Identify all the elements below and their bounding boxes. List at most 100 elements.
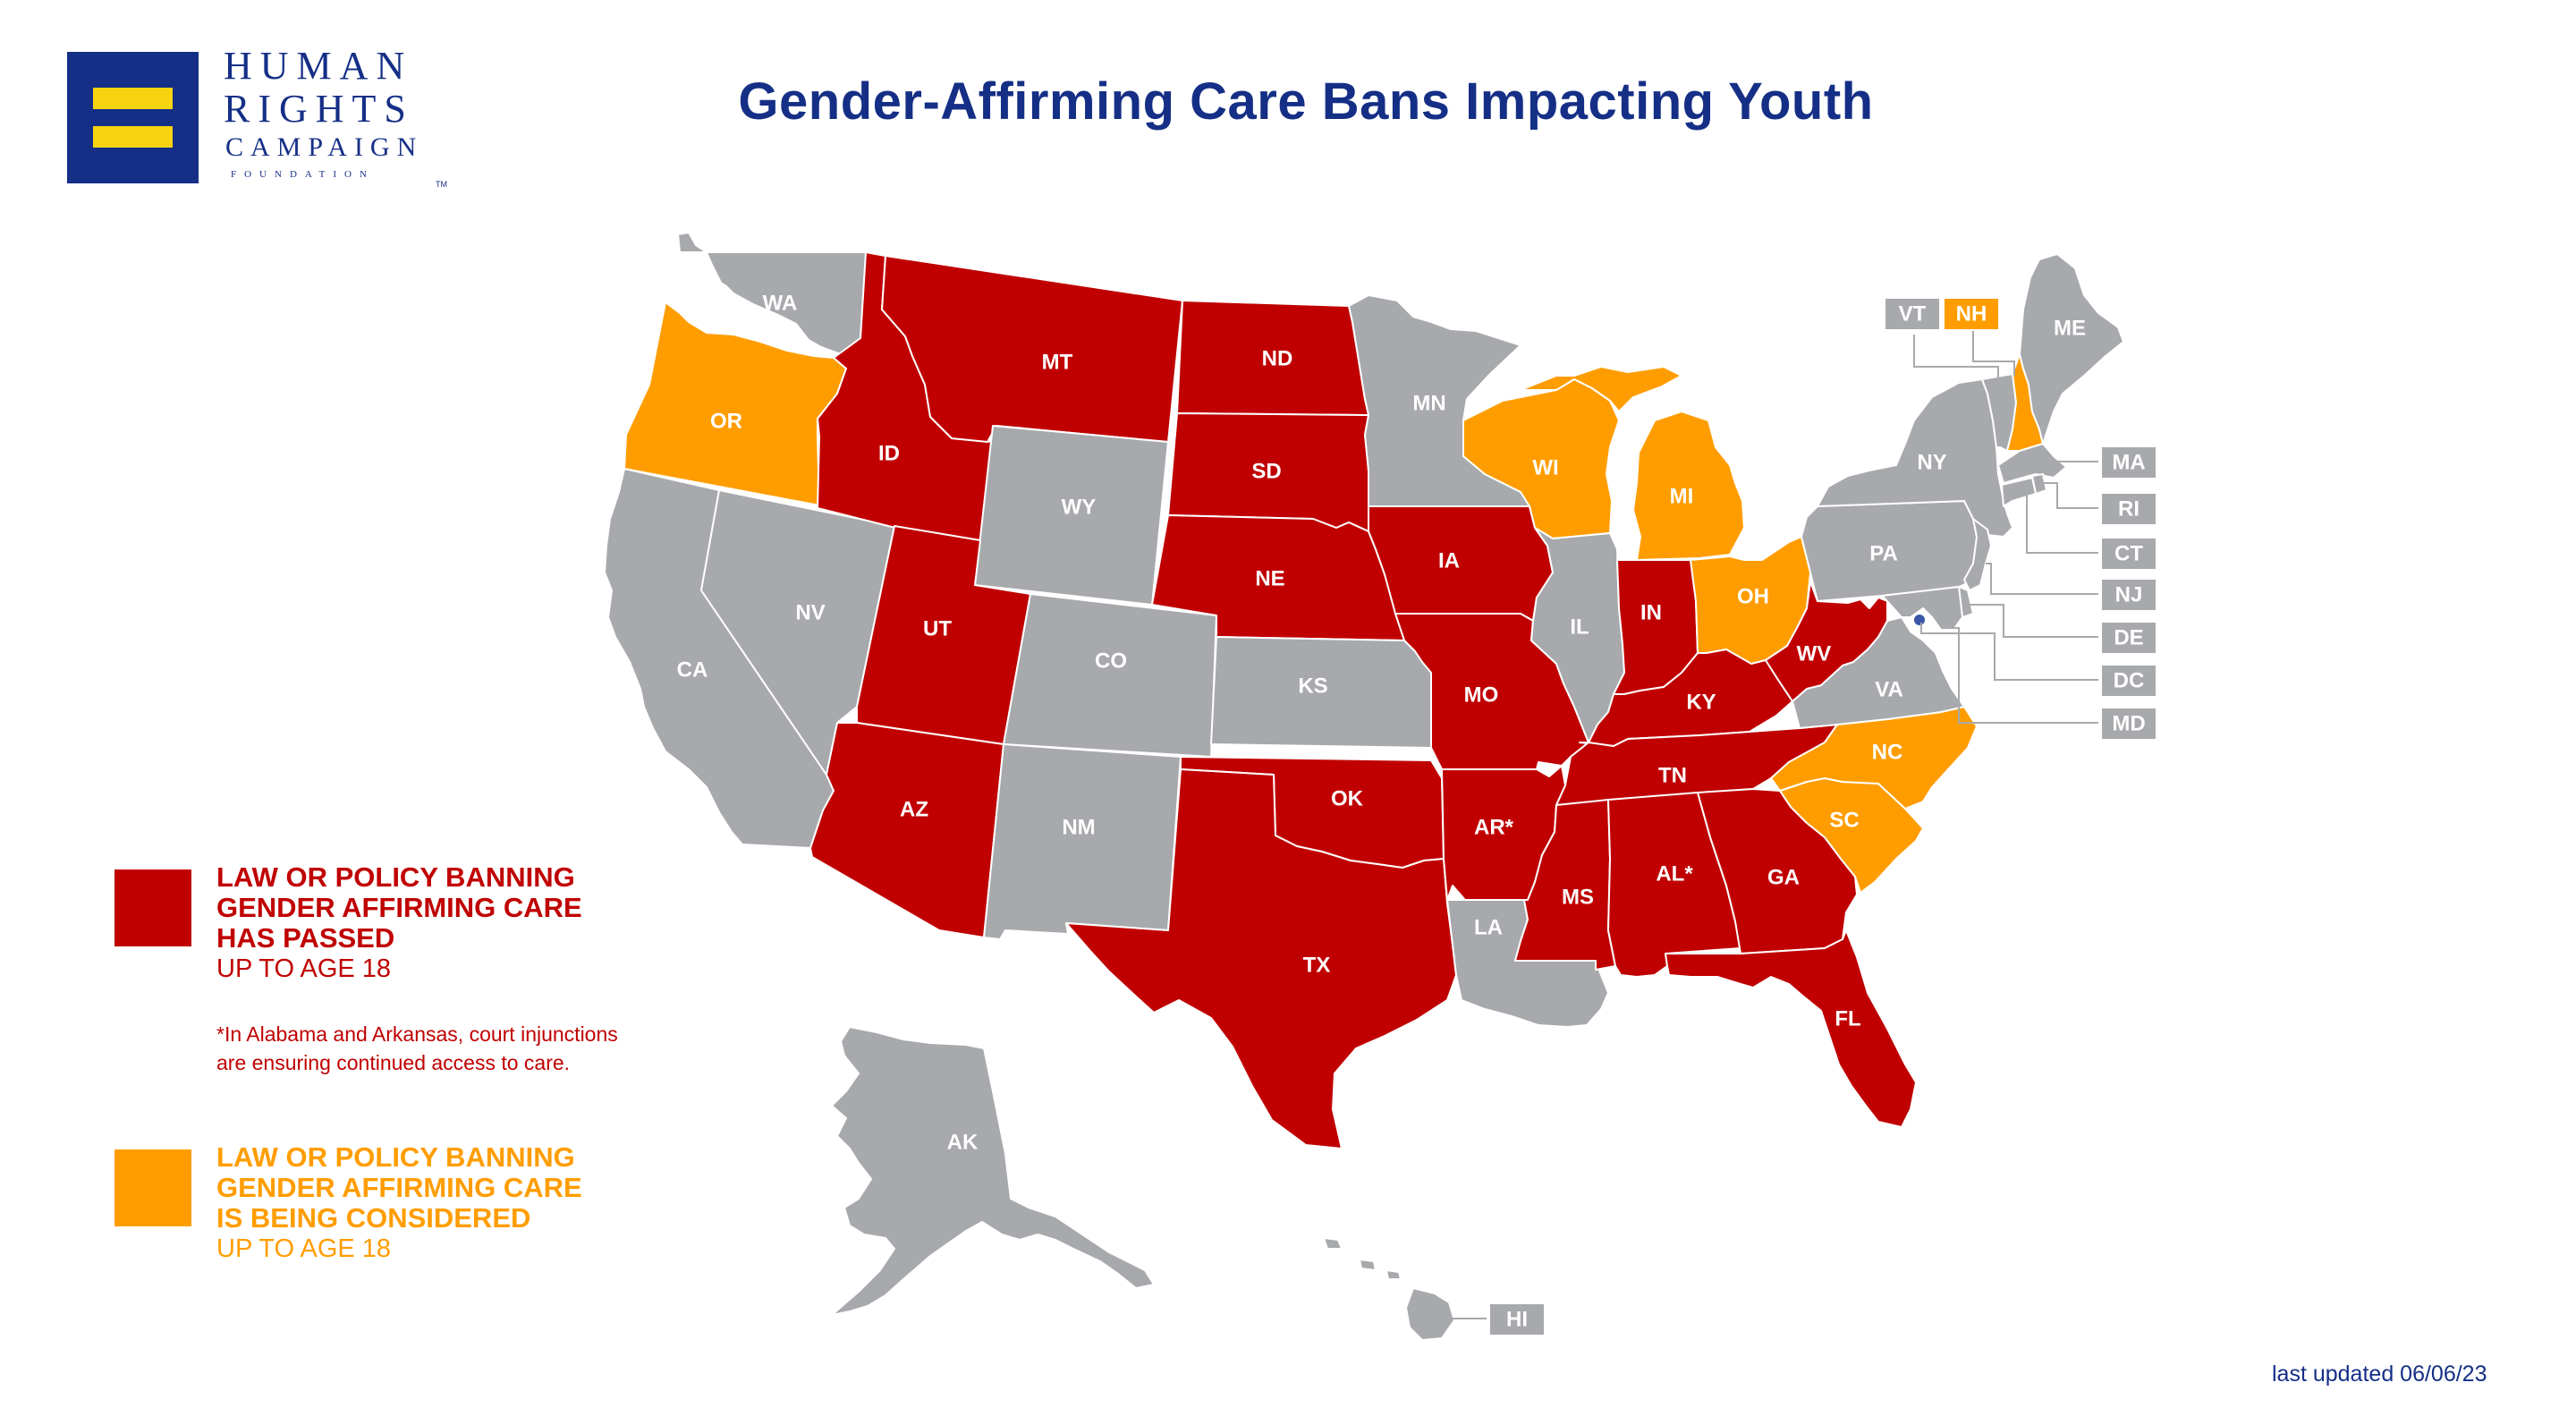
state-label-ks: KS [1298,674,1327,698]
state-label-ia: IA [1438,548,1460,573]
state-mt[interactable] [881,255,1183,443]
hrc-logo-mark [67,52,199,183]
state-fl[interactable] [1665,929,1917,1128]
logo-word-rights: RIGHTS [224,87,414,131]
state-label-ok: OK [1331,786,1364,810]
state-label-wv: WV [1797,641,1832,666]
state-label-ak: AK [947,1130,979,1154]
callout-leader-lines [1453,331,2098,1319]
state-label-al: AL* [1656,861,1693,886]
logo-trademark: TM [436,180,447,189]
callout-tag-label: CT [2114,541,2143,565]
state-label-me: ME [2054,316,2086,340]
callout-tag-md[interactable]: MD [2102,708,2156,739]
state-label-la: LA [1474,915,1503,939]
dc-marker [1914,615,1925,625]
state-label-oh: OH [1737,584,1769,608]
state-label-il: IL [1570,615,1589,639]
callout-tag-ri[interactable]: RI [2102,494,2156,524]
callout-tag-nj[interactable]: NJ [2102,580,2156,610]
state-ia[interactable] [1368,505,1554,622]
state-ma[interactable] [1997,443,2067,484]
state-label-ga: GA [1767,865,1800,889]
callout-tag-ct[interactable]: CT [2102,539,2156,569]
logo-word-campaign: CAMPAIGN [225,132,424,162]
state-label-ne: NE [1255,566,1284,590]
state-co[interactable] [1003,593,1217,758]
state-label-ut: UT [923,616,952,640]
callout-tag-label: NH [1956,301,1987,326]
state-label-sc: SC [1829,808,1859,832]
state-label-wy: WY [1062,495,1097,519]
legend-heading-line: GENDER AFFIRMING CARE [216,1172,582,1203]
state-ct[interactable] [2001,477,2037,507]
callout-tag-box [2102,494,2156,524]
state-label-nc: NC [1872,740,1903,764]
state-label-fl: FL [1835,1006,1860,1031]
legend-heading-line: GENDER AFFIRMING CARE [216,892,582,923]
state-label-mn: MN [1412,391,1445,415]
state-label-sd: SD [1251,459,1281,483]
callout-tag-label: MA [2112,450,2145,474]
legend-heading-line: LAW OR POLICY BANNING [216,1141,575,1173]
state-label-nm: NM [1062,815,1095,839]
state-tx[interactable] [1065,768,1457,1149]
legend-heading-line: LAW OR POLICY BANNING [216,861,575,893]
state-label-az: AZ [900,797,928,821]
legend-subtext: UP TO AGE 18 [216,1234,392,1263]
state-label-pa: PA [1869,541,1898,565]
callout-tag-label: NJ [2115,582,2143,606]
callout-tag-box [1490,1304,1544,1335]
state-label-or: OR [710,409,742,433]
state-hi[interactable] [1323,1237,1455,1341]
callout-tag-box [2102,447,2156,478]
state-md[interactable] [1881,586,1963,631]
legend-heading-line: IS BEING CONSIDERED [216,1202,531,1234]
state-label-co: CO [1095,649,1127,673]
callout-tag-ma[interactable]: MA [2102,447,2156,478]
callout-tag-box [2102,539,2156,569]
logo-equal-bar-top [93,88,173,109]
state-label-wa: WA [763,291,798,315]
footnote-line: *In Alabama and Arkansas, court injuncti… [216,1022,618,1046]
legend-subtext: UP TO AGE 18 [216,954,392,983]
callout-tag-label: MD [2112,711,2145,735]
logo-equal-bar-bottom [93,126,173,148]
state-label-wi: WI [1532,455,1558,479]
state-label-mi: MI [1670,484,1694,508]
callout-tag-hi[interactable]: HI [1490,1304,1544,1335]
state-label-id: ID [878,441,900,465]
state-me[interactable] [2019,253,2124,445]
logo-word-human: HUMAN [224,44,413,88]
callout-tag-de[interactable]: DE [2102,623,2156,653]
logo-word-foundation: FOUNDATION [231,169,375,180]
legend-swatch-passed [114,869,191,946]
map-title: Gender-Affirming Care Bans Impacting You… [738,72,1874,131]
last-updated: last updated 06/06/23 [2272,1361,2487,1387]
state-ak[interactable] [831,1026,1155,1316]
state-nm[interactable] [983,743,1182,940]
state-label-ny: NY [1917,450,1946,474]
callout-tag-vt[interactable]: VT [1885,299,1939,329]
callout-tag-box [2102,708,2156,739]
callout-tag-box [2102,666,2156,696]
legend-swatch-considered [114,1149,191,1226]
state-label-nv: NV [795,600,825,624]
callout-tag-label: HI [1506,1307,1528,1331]
state-label-ca: CA [677,657,708,682]
callout-tag-box [2102,580,2156,610]
state-label-tn: TN [1658,763,1687,787]
legend-heading-line: HAS PASSED [216,922,395,954]
callout-tag-dc[interactable]: DC [2102,666,2156,696]
callout-tag-label: DC [2114,668,2145,692]
state-label-tx: TX [1303,953,1331,977]
callout-tag-label: VT [1899,301,1927,326]
state-az[interactable] [809,722,1004,938]
state-label-va: VA [1875,677,1903,701]
callout-tag-nh[interactable]: NH [1945,299,1998,329]
state-mi[interactable] [1520,366,1745,561]
callout-tag-label: RI [2118,496,2140,521]
state-nj[interactable] [1963,518,1992,591]
callout-tag-box [2102,623,2156,653]
